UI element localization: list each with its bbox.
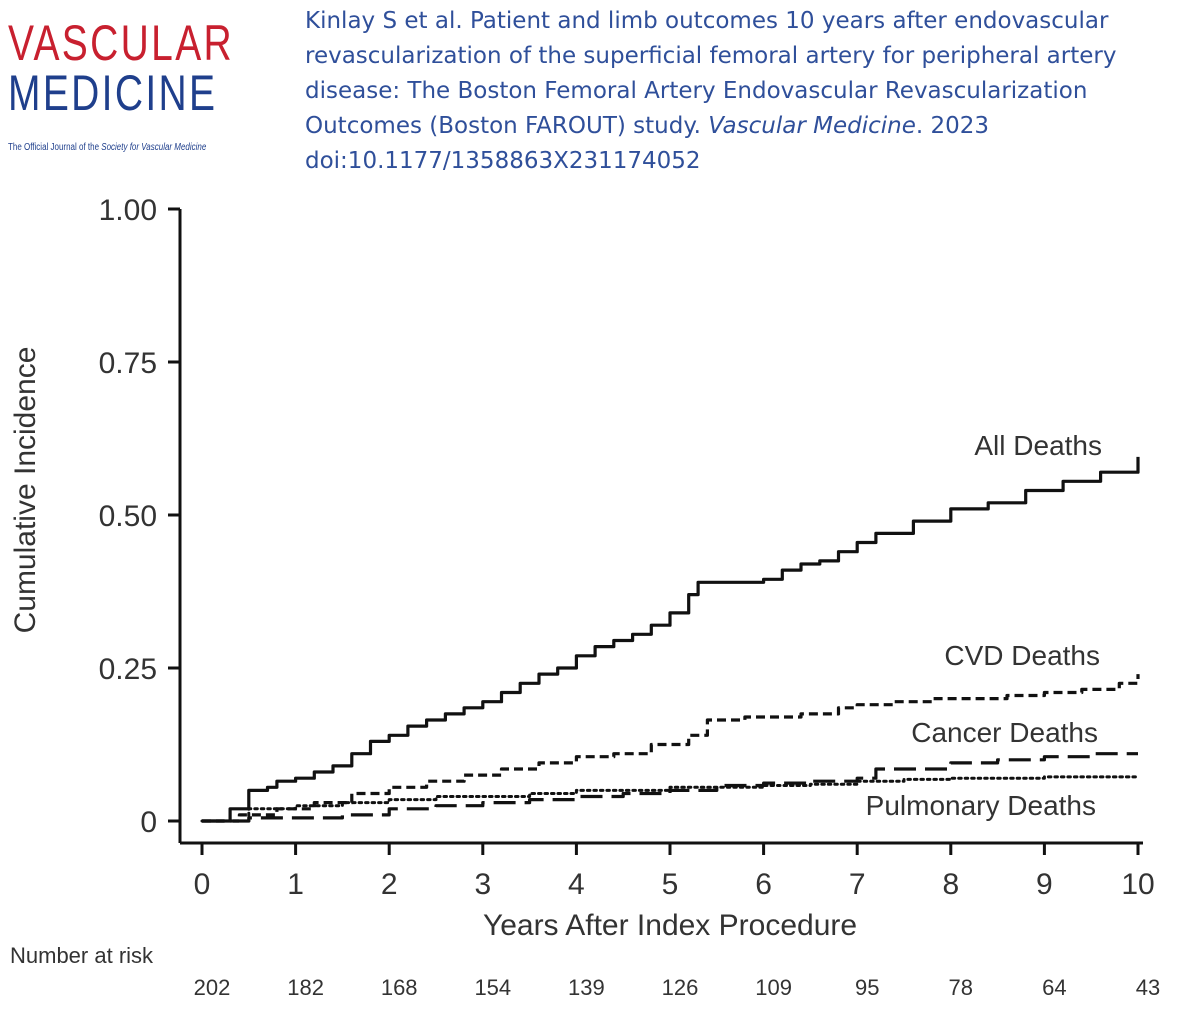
series-line-cvd-deaths: [202, 674, 1140, 823]
number-at-risk-title: Number at risk: [10, 943, 154, 968]
y-tick-label: 0: [140, 806, 157, 839]
logo-word-medicine: MEDICINE: [8, 65, 218, 121]
logo-word-vascular: VASCULAR: [8, 15, 235, 71]
number-at-risk-value: 109: [755, 975, 792, 1000]
journal-logo: VASCULAR MEDICINE The Official Journal o…: [8, 15, 290, 153]
chart-axes: 0 0.25 0.50 0.75 1.00 0 1 2 3 4 5 6 7 8 9 10 Years After…: [9, 194, 1155, 942]
series-line-pulmonary-deaths: [200, 775, 1140, 823]
x-tick-label: 1: [287, 868, 304, 901]
logo-tagline-prefix: The Official Journal of the: [8, 142, 102, 153]
logo-tagline: The Official Journal of the Society for …: [8, 142, 206, 153]
citation-journal: Vascular Medicine: [708, 113, 916, 139]
number-at-risk-value: 182: [287, 975, 324, 1000]
x-tick-label: 0: [194, 868, 211, 901]
number-at-risk-value: 78: [949, 975, 973, 1000]
y-tick-label: 0.75: [99, 347, 157, 380]
number-at-risk-value: 139: [568, 975, 605, 1000]
number-at-risk-value: 95: [855, 975, 879, 1000]
y-tick-label: 0.25: [99, 653, 157, 686]
number-at-risk-value: 168: [381, 975, 418, 1000]
x-tick-label: 3: [474, 868, 491, 901]
series-line-all-deaths: [202, 456, 1140, 823]
x-tick-label: 5: [662, 868, 679, 901]
number-at-risk-value: 43: [1136, 975, 1160, 1000]
series-label-cancer-deaths: Cancer Deaths: [911, 717, 1098, 748]
series-label-pulmonary-deaths: Pulmonary Deaths: [866, 790, 1096, 821]
x-tick-label: 10: [1121, 868, 1154, 901]
y-tick-label: 1.00: [99, 194, 157, 227]
series-line-cancer-deaths: [202, 752, 1138, 823]
chart-series: [200, 456, 1140, 823]
number-at-risk-value: 154: [474, 975, 511, 1000]
number-at-risk-value: 126: [662, 975, 699, 1000]
citation: Kinlay S et al. Patient and limb outcome…: [305, 4, 1195, 179]
x-tick-label: 4: [568, 868, 585, 901]
chart-labels: All Deaths CVD Deaths Cancer Deaths Pulmona…: [10, 430, 1160, 1000]
y-tick-label: 0.50: [99, 500, 157, 533]
citation-year-doi: . 2023 doi:10.1177/1358863X231174052: [305, 113, 990, 174]
series-label-all-deaths: All Deaths: [974, 430, 1102, 461]
x-tick-label: 7: [849, 868, 866, 901]
y-axis-title: Cumulative Incidence: [9, 347, 42, 634]
x-tick-label: 8: [942, 868, 959, 901]
number-at-risk-value: 64: [1042, 975, 1066, 1000]
citation-text: Kinlay S et al. Patient and limb outcome…: [305, 8, 1117, 139]
series-label-cvd-deaths: CVD Deaths: [944, 640, 1100, 671]
x-tick-label: 9: [1036, 868, 1053, 901]
x-axis-title: Years After Index Procedure: [483, 909, 857, 942]
x-tick-label: 2: [381, 868, 398, 901]
number-at-risk-value: 202: [194, 975, 231, 1000]
x-tick-label: 6: [755, 868, 772, 901]
logo-tagline-society: Society for Vascular Medicine: [101, 142, 207, 153]
